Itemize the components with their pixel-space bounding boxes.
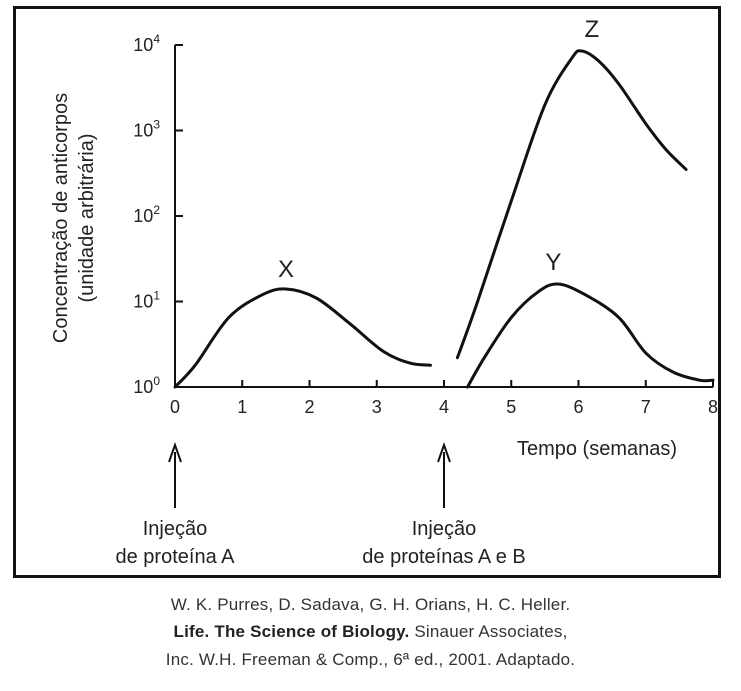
y-tick-exponent: 1 bbox=[153, 289, 160, 303]
x-tick-label: 5 bbox=[506, 397, 516, 417]
x-tick-label: 8 bbox=[708, 397, 718, 417]
injection-label-line1: Injeção bbox=[412, 518, 477, 540]
x-tick-label: 7 bbox=[641, 397, 651, 417]
y-tick-exponent: 4 bbox=[153, 32, 160, 46]
injection-arrow-head bbox=[168, 441, 182, 463]
y-axis-label-line1: Concentração de anticorpos bbox=[50, 93, 72, 343]
injection-label-line1: Injeção bbox=[143, 518, 208, 540]
y-tick-label: 102 bbox=[133, 203, 160, 226]
caption-line-2: Life. The Science of Biology. Sinauer As… bbox=[0, 622, 741, 642]
x-tick-label: 0 bbox=[170, 397, 180, 417]
x-tick-label: 6 bbox=[573, 397, 583, 417]
y-tick-base: 10 bbox=[133, 35, 153, 55]
y-tick-base: 10 bbox=[133, 121, 153, 141]
injection-arrow-head bbox=[437, 441, 451, 463]
series-label-x: X bbox=[278, 256, 294, 283]
series-line-z bbox=[455, 49, 688, 360]
figure-frame bbox=[13, 6, 721, 578]
series-line-y bbox=[466, 282, 715, 389]
x-tick-label: 3 bbox=[372, 397, 382, 417]
series-line-x bbox=[173, 287, 432, 389]
y-tick-label: 101 bbox=[133, 289, 160, 312]
series-label-z: Z bbox=[585, 16, 600, 43]
y-tick-exponent: 3 bbox=[153, 118, 160, 132]
series-label-y: Y bbox=[545, 249, 561, 276]
y-tick-base: 10 bbox=[133, 377, 153, 397]
x-axis-label: Tempo (semanas) bbox=[517, 438, 677, 460]
x-tick-label: 4 bbox=[439, 397, 449, 417]
y-tick-label: 104 bbox=[133, 32, 160, 55]
caption-line-1: W. K. Purres, D. Sadava, G. H. Orians, H… bbox=[170, 595, 571, 614]
caption-book-title: Life. The Science of Biology. bbox=[173, 622, 410, 641]
y-tick-exponent: 2 bbox=[153, 203, 160, 217]
caption-publisher: Sinauer Associates, bbox=[409, 622, 568, 641]
y-tick-base: 10 bbox=[133, 292, 153, 312]
antibody-chart: Concentração de anticorpos (unidade arbi… bbox=[50, 16, 718, 568]
y-tick-base: 10 bbox=[133, 206, 153, 226]
y-tick-exponent: 0 bbox=[153, 374, 160, 388]
y-tick-label: 103 bbox=[133, 118, 160, 141]
caption-line-3: Inc. W.H. Freeman & Comp., 6ª ed., 2001.… bbox=[165, 650, 576, 669]
y-tick-label: 100 bbox=[133, 374, 160, 397]
injection-label-line2: de proteína A bbox=[116, 546, 236, 568]
injection-label-line2: de proteínas A e B bbox=[362, 546, 525, 568]
y-axis-label-line2: (unidade arbitrária) bbox=[76, 134, 98, 303]
x-tick-label: 2 bbox=[304, 397, 314, 417]
x-tick-label: 1 bbox=[237, 397, 247, 417]
